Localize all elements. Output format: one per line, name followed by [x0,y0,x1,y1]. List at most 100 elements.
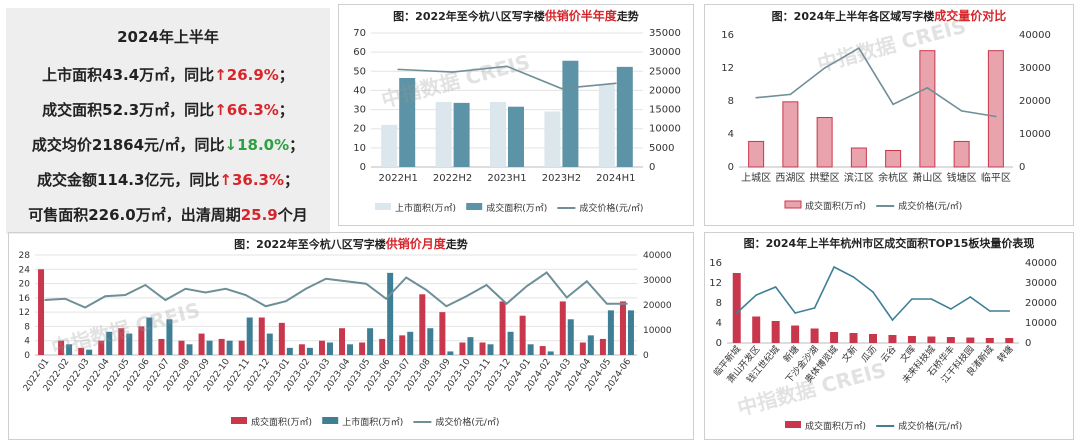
chart-panel-top15: 图：2024年上半年杭州市区成交面积TOP15板块量价表现 中指数据 CREIS… [704,232,1074,440]
bar [830,332,839,343]
bar [487,344,494,355]
bar [66,344,73,355]
summary-change-up: ↑36.3% [219,171,285,189]
bar [146,317,153,355]
chart-panel-districts: 图：2024年上半年各区域写字楼成交量价对比 中指数据 CREIS 0 4 8 12 1… [704,4,1074,226]
bar [58,340,65,355]
bar [619,301,626,355]
bar [579,342,586,355]
summary-line-price: 成交均价21864元/㎡，同比↓18.0%； [6,134,330,155]
legend-label: 上市面积(万㎡) [395,202,456,214]
chart-title-pre: 图：2022年至今杭八区写字楼 [393,10,545,23]
y-tick-label: 30 [353,105,366,116]
legend-label: 成交面积(万㎡) [805,200,866,212]
bar [399,77,416,167]
chart-svg: 0 4 8 12 16 0 10000 20000 30000 40000 上城区 西湖区 拱墅区 滨江区… [721,30,1051,212]
x-tick-label: 2024H1 [596,173,635,184]
y2-tick-label: 10000 [1019,129,1051,140]
x-tick-label: 萧山区 [912,172,942,184]
y-tick-label: 8 [716,298,722,309]
bar [508,106,524,167]
line-point [144,284,147,286]
x-tick-label: 2022H1 [379,173,418,184]
legend-swatch [231,417,247,424]
bar [810,328,819,343]
y2-tick-label: 30000 [643,276,672,286]
y-tick-label: 24 [19,265,31,275]
y-tick-label: 16 [709,258,722,269]
line-point [586,280,588,283]
chart-title: 图：2024年上半年各区域写字楼成交量价对比 [705,7,1073,24]
bar [381,124,398,167]
bar [479,342,486,355]
bar [286,347,293,355]
y-tick-label: 10 [353,143,366,154]
y-tick-label: 0 [716,338,722,349]
y2-tick-label: 10000 [643,326,672,336]
bar [567,319,574,355]
y-tick-label: 8 [24,322,30,332]
summary-text: 成交金额114.3亿元，同比 [36,171,220,189]
bar [459,342,466,355]
bar [198,333,205,355]
summary-text: 可售面积226.0万㎡，出清周期 [28,206,241,224]
x-tick-label: 2022H2 [433,173,472,184]
line-point [305,287,307,290]
legend-label: 成交价格(元/㎡) [579,202,643,214]
bar [544,111,561,167]
bar [527,344,534,355]
summary-cycle-value: 25.9 [240,206,278,224]
y-tick-label: 12 [709,278,722,289]
line-point [385,297,387,300]
summary-change-up: ↑66.3% [214,101,279,119]
line-point [365,282,367,285]
line-point [204,291,207,294]
bar [78,347,85,355]
line-point [606,302,608,305]
price-line [44,271,627,309]
line-point [789,93,792,96]
summary-line-listed: 上市面积43.4万㎡，同比↑26.9%； [6,64,330,85]
y2-tick-label: 40000 [643,251,672,261]
chart-title-pre: 图：2024年上半年各区域写字楼 [771,10,935,23]
bar [326,342,333,355]
bar [98,340,105,355]
y2-tick-label: 20000 [1025,298,1057,309]
bar [467,337,474,355]
line-point [626,302,628,305]
line-point [425,289,428,291]
line-point [560,87,563,90]
line-point [264,305,267,308]
line-point [995,115,997,118]
bar [367,328,374,355]
bar [258,317,265,355]
x-tick-label: 2023H2 [542,173,581,184]
legend-label: 上市面积(万㎡) [342,416,403,428]
chart-title-highlight: 供销价半年度 [544,9,617,23]
summary-line-sold: 成交面积52.3万㎡，同比↑66.3%； [6,99,330,120]
y2-tick-label: 15000 [649,105,681,116]
line-point [872,291,874,293]
bar [218,338,225,355]
chart-title: 图：2022年至今杭八区写字楼供销价半年度走势 [339,7,693,24]
line-point [930,298,933,300]
bar [387,272,394,355]
bar [490,101,506,167]
chart-svg: 0481216010000200003000040000临平新城萧山开发区钱江世… [709,258,1057,432]
legend-swatch [785,421,801,428]
y-tick-label: 28 [19,251,31,261]
bar [782,101,799,168]
bar [587,335,594,355]
legend-label: 成交价格(元/㎡) [435,416,499,428]
y-tick-label: 20 [353,124,366,135]
line-point [755,294,757,296]
y2-tick-label: 25000 [649,66,681,77]
line-point [84,306,86,309]
line-point [485,284,488,286]
line-point [823,67,826,69]
x-tick-label: 余杭区 [878,171,908,184]
bar [539,346,546,355]
line-point [506,65,508,68]
chart-svg: 04812162024280100002000030000400002022-0… [19,251,672,428]
line-point [892,103,894,106]
